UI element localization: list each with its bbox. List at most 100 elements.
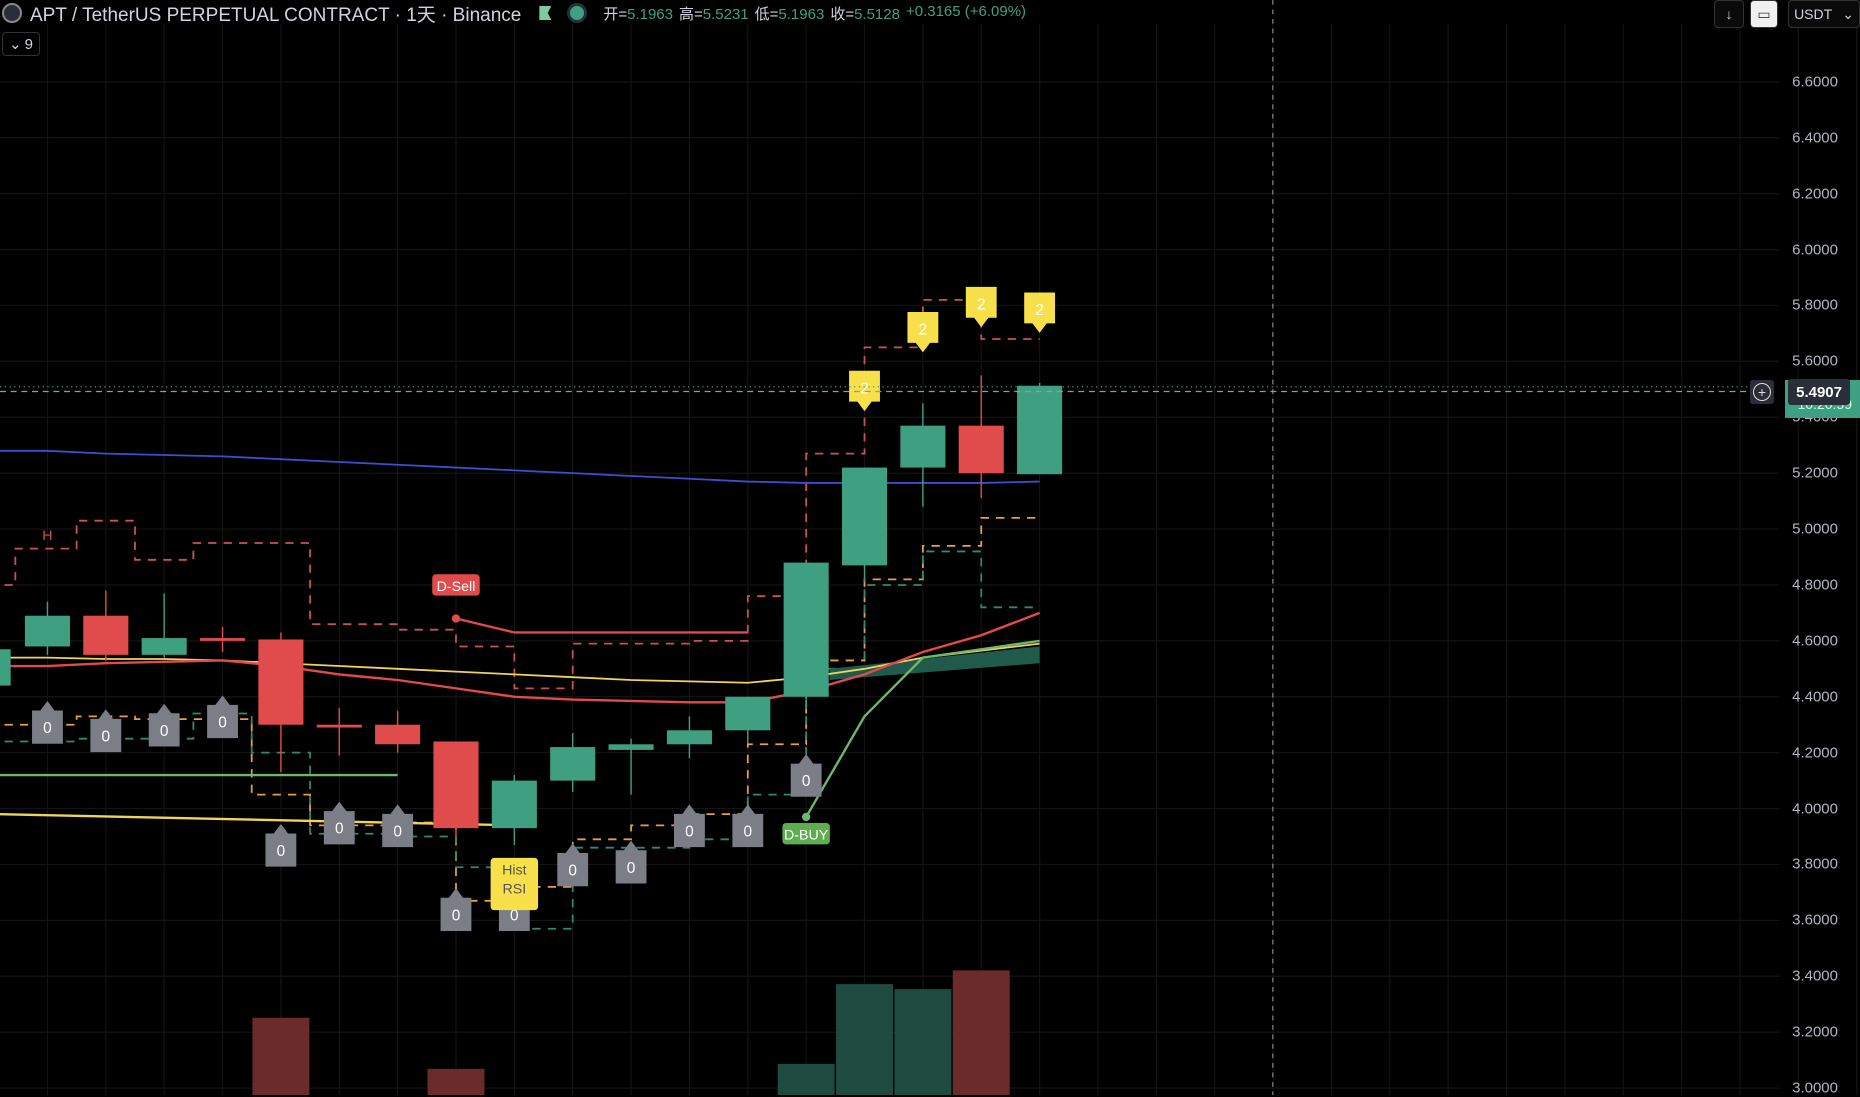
candle-body <box>1017 385 1063 475</box>
zero-count-marker: 0 <box>90 709 122 753</box>
candle-body <box>24 615 70 647</box>
candle-body <box>433 741 479 829</box>
price-tick-label: 4.2000 <box>1792 744 1838 762</box>
candle-body <box>666 730 712 745</box>
zero-count-marker: 0 <box>615 840 647 884</box>
signal-label-bg <box>432 574 480 596</box>
price-tick-label: 5.6000 <box>1792 352 1838 370</box>
ma-yellow-line <box>0 642 1040 684</box>
symbol-logo-icon <box>2 3 22 23</box>
marker-text: 0 <box>510 907 519 924</box>
price-tick-label: 3.6000 <box>1792 911 1838 929</box>
price-tick-label: 4.6000 <box>1792 632 1838 650</box>
candles <box>0 375 1063 845</box>
candle-body <box>199 638 246 641</box>
support-step-line <box>0 516 1040 902</box>
grid-lines <box>0 23 1858 1095</box>
count-marker: 2 <box>907 312 939 353</box>
volume-bars <box>252 970 1010 1095</box>
marker-text: 0 <box>218 714 227 731</box>
candle-body <box>900 425 946 468</box>
price-tick-label: 4.8000 <box>1792 576 1838 594</box>
count-marker: 2 <box>849 370 880 412</box>
volume-bar <box>427 1068 485 1095</box>
price-tick-label: 5.8000 <box>1792 296 1838 314</box>
candle-body <box>725 696 771 731</box>
price-tick-label: 6.0000 <box>1792 241 1838 259</box>
candle-body <box>141 638 187 655</box>
volume-bar <box>836 984 893 1095</box>
add-alert-button[interactable]: + <box>1750 380 1774 404</box>
sell-signal-dot <box>451 614 461 623</box>
candle-body <box>550 747 596 781</box>
zero-count-marker: 0 <box>207 695 238 739</box>
scroll-to-latest-button[interactable]: ↓ <box>1714 0 1744 28</box>
price-tick-label: 3.4000 <box>1792 967 1838 985</box>
fullscreen-button[interactable]: ▭ <box>1750 0 1778 28</box>
plus-circle-icon: + <box>1753 383 1771 401</box>
chevron-down-icon: ⌄ <box>1842 5 1854 22</box>
candle-body <box>258 639 304 725</box>
buy-signal-line <box>805 639 1040 818</box>
change-value: +0.3165 (+6.09%) <box>905 2 1027 20</box>
price-tick-label: 6.6000 <box>1792 73 1838 91</box>
ma-red-line <box>0 611 1041 704</box>
screen-icon: ▭ <box>1757 5 1771 22</box>
signal-label-hist: RSI <box>502 882 526 898</box>
candle-partial <box>0 649 11 686</box>
price-tick-label: 4.4000 <box>1792 688 1838 706</box>
sell-signal-line <box>455 617 748 634</box>
marker-text: 0 <box>277 843 286 860</box>
zero-count-marker: 0 <box>674 804 705 848</box>
marker-text: 0 <box>685 823 694 840</box>
indicators-toggle[interactable]: ⌄ 9 <box>2 32 40 56</box>
zero-count-marker: 0 <box>32 700 63 744</box>
zero-count-marker: 0 <box>265 823 297 867</box>
marker-text: 0 <box>160 723 169 740</box>
candle-body <box>491 780 537 829</box>
flag-icon[interactable] <box>539 6 552 20</box>
zero-count-marker: 0 <box>148 703 180 747</box>
marker-text: 2 <box>1035 302 1044 319</box>
marker-text: 0 <box>43 720 52 737</box>
signal-label-d-sell: D-Sell <box>437 579 476 595</box>
zero-count-marker: 0 <box>440 888 472 931</box>
resistance-step-line <box>0 298 1040 690</box>
buy-signal-dot <box>802 812 811 822</box>
chart-header: APT / TetherUS PERPETUAL CONTRACT · 1天 ·… <box>0 0 1026 26</box>
price-tick-label: 3.8000 <box>1792 855 1838 873</box>
price-tick-label: 6.2000 <box>1792 185 1838 203</box>
market-status-icon[interactable] <box>567 3 588 23</box>
marker-text: 0 <box>102 728 111 745</box>
volume-bar <box>777 1063 835 1095</box>
marker-text: 2 <box>919 322 928 339</box>
candle-body <box>375 724 421 745</box>
price-tick-label: 5.2000 <box>1792 464 1838 482</box>
indicator-step-lines <box>0 298 1040 930</box>
marker-text: 0 <box>568 863 577 880</box>
signal-label-hist: Hist <box>502 863 527 879</box>
currency-select[interactable]: USDT ⌄ <box>1788 0 1860 28</box>
volume-bar <box>952 970 1010 1095</box>
marker-text: 0 <box>744 823 753 840</box>
zero-count-marker: 0 <box>732 804 764 848</box>
signal-label-bg <box>782 823 830 845</box>
count-marker: 2 <box>965 286 997 328</box>
support-yellow-line <box>0 812 515 827</box>
marker-text: 0 <box>335 821 344 838</box>
volume-bar <box>894 989 952 1095</box>
count-marker: 2 <box>1024 292 1056 333</box>
zero-count-marker: 0 <box>382 804 414 848</box>
zero-count-marker: 0 <box>557 843 589 887</box>
candle-body <box>608 744 654 750</box>
signal-label-d-buy: D-BUY <box>784 828 829 844</box>
candle-body <box>783 562 829 697</box>
symbol-title[interactable]: APT / TetherUS PERPETUAL CONTRACT · 1天 ·… <box>30 4 522 26</box>
marker-text: 0 <box>802 773 811 790</box>
ohlc-values: 开=5.1963 高=5.5231 低=5.1963 收=5.5128 +0.3… <box>603 2 1027 23</box>
candle-body <box>958 425 1004 474</box>
cloud-band <box>829 646 1040 680</box>
candle-body <box>316 724 362 728</box>
candle-body <box>83 615 129 655</box>
